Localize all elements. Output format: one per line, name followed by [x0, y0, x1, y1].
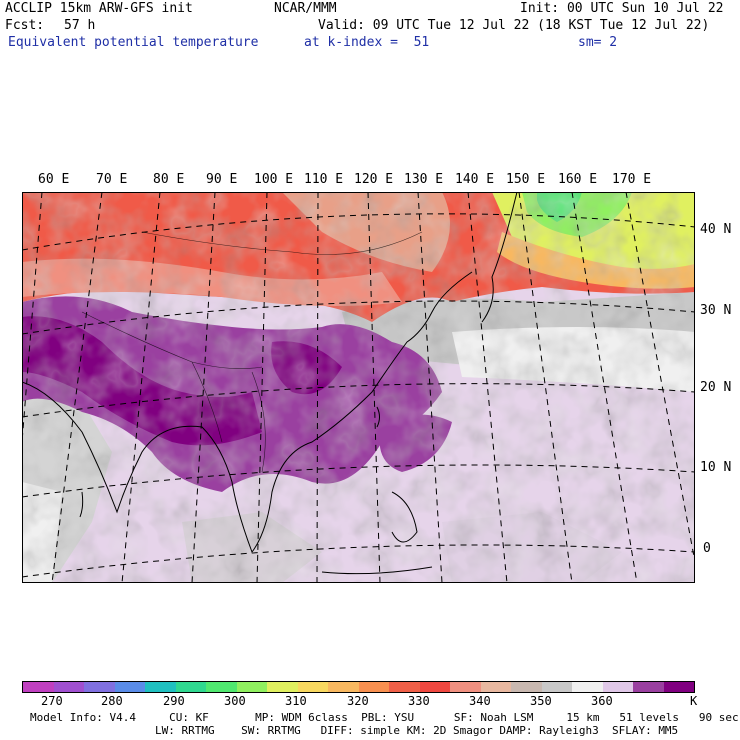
lon-label: 100 E	[254, 172, 294, 187]
lat-label: 20 N	[700, 380, 732, 395]
colorbar-tick: 320	[347, 694, 369, 708]
lat-label: 0	[703, 541, 711, 556]
lat-label: 40 N	[700, 222, 732, 237]
colorbar-tick: 280	[101, 694, 123, 708]
model-title: ACCLIP 15km ARW-GFS init	[5, 1, 193, 16]
lon-label: 60 E	[38, 172, 70, 187]
lon-label: 110 E	[304, 172, 344, 187]
colorbar-swatch	[297, 682, 328, 692]
field-texture	[22, 192, 695, 583]
colorbar-unit: K	[690, 694, 698, 708]
model-info-line1: Model Info: V4.4 CU: KF MP: WDM 6class P…	[30, 711, 739, 724]
colorbar-swatch	[145, 682, 176, 692]
init-time: Init: 00 UTC Sun 10 Jul 22	[520, 1, 724, 16]
colorbar-tick: 300	[224, 694, 246, 708]
center-name: NCAR/MMM	[274, 1, 337, 16]
colorbar	[22, 681, 695, 693]
lon-label: 70 E	[96, 172, 128, 187]
lon-label: 160 E	[558, 172, 598, 187]
colorbar-swatch	[175, 682, 206, 692]
colorbar-tick: 270	[41, 694, 63, 708]
lon-label: 90 E	[206, 172, 238, 187]
colorbar-swatch	[389, 682, 420, 692]
colorbar-swatch	[633, 682, 664, 692]
map-frame	[22, 192, 695, 583]
valid-time: Valid: 09 UTC Tue 12 Jul 22 (18 KST Tue …	[318, 18, 710, 33]
colorbar-swatch	[602, 682, 633, 692]
forecast-hours: 57 h	[64, 18, 96, 33]
forecast-label: Fcst:	[5, 18, 45, 33]
lon-label: 130 E	[404, 172, 444, 187]
borders	[81, 231, 423, 473]
colorbar-tick: 310	[285, 694, 307, 708]
colorbar-swatch	[511, 682, 542, 692]
colorbar-swatch	[480, 682, 511, 692]
lon-label: 150 E	[506, 172, 546, 187]
lat-label: 30 N	[700, 303, 732, 318]
colorbar-swatch	[419, 682, 450, 692]
colorbar-swatch	[541, 682, 572, 692]
level-index: at k-index = 51	[304, 35, 430, 50]
colorbar-swatch	[572, 682, 603, 692]
colorbar-tick: 290	[163, 694, 185, 708]
colorbar-swatch	[450, 682, 481, 692]
colorbar-tick: 330	[408, 694, 430, 708]
colorbar-swatch	[328, 682, 359, 692]
colorbar-swatch	[267, 682, 298, 692]
field-name: Equivalent potential temperature	[8, 35, 259, 50]
lon-label: 120 E	[354, 172, 394, 187]
colorbar-tick: 340	[469, 694, 491, 708]
colorbar-swatch	[206, 682, 237, 692]
colorbar-swatch	[358, 682, 389, 692]
theta-e-map	[22, 192, 695, 583]
colorbar-swatch	[53, 682, 84, 692]
model-info-line2: LW: RRTMG SW: RRTMG DIFF: simple KM: 2D …	[155, 724, 679, 737]
colorbar-swatch	[84, 682, 115, 692]
colorbar-swatch	[114, 682, 145, 692]
lat-label: 10 N	[700, 460, 732, 475]
colorbar-swatch	[663, 682, 694, 692]
smoothing: sm= 2	[578, 35, 618, 50]
coastlines	[22, 192, 518, 575]
lon-label: 170 E	[612, 172, 652, 187]
colorbar-swatch	[23, 682, 54, 692]
graticule	[22, 192, 695, 583]
lon-label: 80 E	[153, 172, 185, 187]
colorbar-swatch	[236, 682, 267, 692]
colorbar-tick: 360	[591, 694, 613, 708]
colorbar-tick: 350	[530, 694, 552, 708]
lon-label: 140 E	[455, 172, 495, 187]
